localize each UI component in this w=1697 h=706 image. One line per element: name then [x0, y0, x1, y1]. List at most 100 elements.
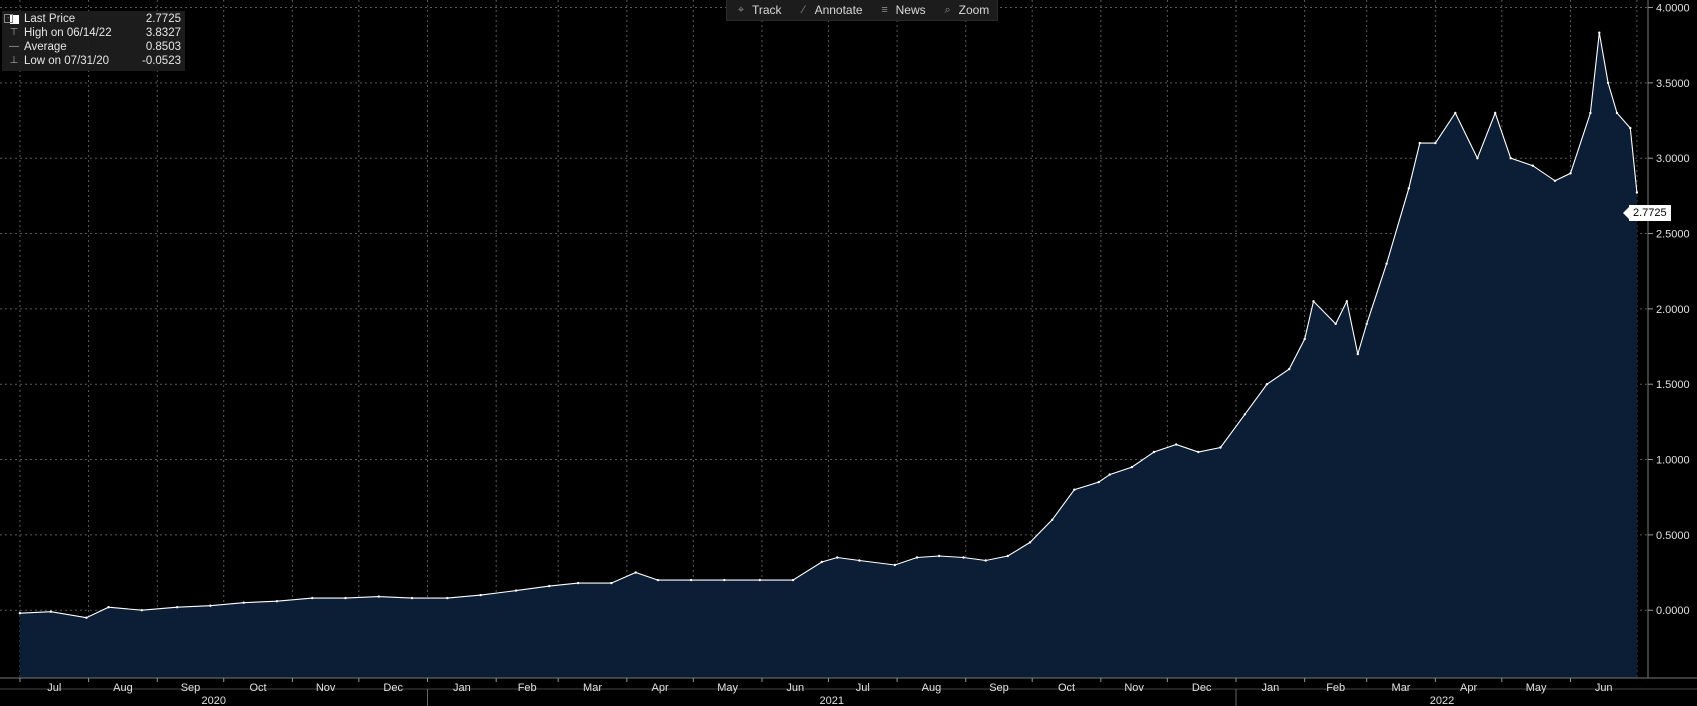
y-tick-label: 1.5000 — [1656, 379, 1690, 391]
price-point — [791, 578, 795, 582]
price-point — [576, 581, 580, 585]
year-label: 2020 — [202, 695, 226, 706]
y-tick-label: 1.0000 — [1656, 455, 1690, 467]
price-point — [176, 606, 179, 609]
price-point — [548, 584, 551, 588]
price-point — [1219, 446, 1222, 449]
x-tick-label: Nov — [1124, 682, 1144, 694]
price-point — [1051, 518, 1054, 521]
low-marker-icon: ⊥ — [9, 55, 19, 66]
price-point — [1589, 111, 1592, 115]
y-tick-label: 0.5000 — [1656, 530, 1690, 542]
price-point — [1197, 450, 1200, 454]
price-point — [1476, 157, 1479, 160]
annotate-button[interactable]: ∕ Annotate — [790, 0, 871, 20]
price-point — [242, 601, 245, 604]
price-point — [1569, 172, 1572, 175]
price-point — [820, 560, 823, 564]
x-tick-label: Jul — [47, 682, 61, 694]
price-line — [19, 32, 1638, 619]
price-point — [1434, 141, 1437, 145]
year-label: 2021 — [820, 695, 844, 706]
x-tick-label: Aug — [922, 682, 942, 694]
legend-value: 2.7725 — [145, 13, 181, 25]
average-marker-icon: — — [9, 41, 19, 52]
price-point — [1494, 111, 1497, 115]
x-tick-label: Oct — [1058, 682, 1075, 694]
price-point — [1028, 541, 1032, 544]
x-tick-label: Sep — [181, 682, 201, 694]
x-tick-label: Sep — [989, 682, 1009, 694]
price-point — [1130, 465, 1134, 469]
chart-legend: Last Price 2.7725 ⊤ High on 06/14/22 3.8… — [2, 11, 185, 71]
legend-value: 3.8327 — [145, 27, 181, 39]
price-point — [634, 571, 637, 574]
price-point — [311, 596, 314, 600]
x-tick-label: Jun — [786, 682, 804, 694]
price-point — [1073, 488, 1076, 491]
price-point — [209, 604, 212, 607]
x-tick-label: Mar — [583, 682, 602, 694]
legend-label: Low on 07/31/20 — [24, 55, 110, 67]
legend-row-low: ⊥ Low on 07/31/20 -0.0523 — [4, 54, 181, 68]
price-point — [1598, 31, 1601, 34]
price-point — [1356, 352, 1360, 356]
price-point — [1553, 179, 1557, 182]
legend-collapse-icon[interactable]: - — [4, 14, 13, 23]
x-tick-label: Aug — [113, 682, 133, 694]
zoom-button[interactable]: ⌕ Zoom — [934, 0, 998, 20]
crosshair-icon: ⌖ — [737, 3, 745, 16]
x-tick-label: Jun — [1595, 682, 1613, 694]
legend-value: -0.0523 — [141, 55, 181, 67]
price-point — [1615, 111, 1619, 115]
y-tick-label: 0.0000 — [1656, 605, 1690, 617]
annotate-label: Annotate — [814, 3, 863, 17]
price-point — [1365, 322, 1368, 326]
price-point — [85, 616, 88, 619]
price-point — [1334, 322, 1337, 326]
price-point — [723, 578, 726, 582]
price-point — [1312, 300, 1315, 303]
x-tick-label: Oct — [249, 682, 266, 694]
price-point — [514, 589, 518, 592]
legend-label: Average — [24, 41, 67, 53]
x-tick-label: Feb — [518, 682, 537, 694]
price-point — [1606, 81, 1610, 85]
price-point — [1006, 554, 1009, 558]
x-tick-label: May — [717, 682, 738, 694]
price-point — [410, 596, 414, 600]
legend-value: 0.8503 — [145, 41, 181, 53]
chart-toolbar: ⌖ Track ∕ Annotate ≡ News ⌕ Zoom — [726, 0, 999, 21]
price-point — [140, 609, 143, 612]
x-tick-label: Mar — [1392, 682, 1411, 694]
price-area — [19, 32, 1637, 678]
price-point — [18, 612, 22, 615]
news-button[interactable]: ≡ News — [871, 0, 934, 20]
pencil-icon: ∕ — [802, 4, 805, 16]
y-tick-label: 2.5000 — [1656, 229, 1690, 241]
magnifier-icon: ⌕ — [944, 3, 951, 16]
price-point — [758, 578, 761, 582]
price-point — [1345, 300, 1349, 303]
price-point — [984, 559, 987, 562]
x-tick-label: Jan — [1261, 682, 1279, 694]
price-point — [1288, 367, 1291, 371]
price-point — [377, 595, 380, 598]
price-point — [446, 596, 449, 600]
x-tick-label: May — [1526, 682, 1547, 694]
x-tick-label: Feb — [1326, 682, 1345, 694]
x-tick-label: Jul — [856, 682, 870, 694]
price-point — [893, 563, 897, 567]
price-point — [1407, 187, 1411, 190]
x-tick-label: Apr — [1460, 682, 1477, 694]
x-tick-label: Nov — [316, 682, 336, 694]
legend-row-last-price[interactable]: Last Price 2.7725 — [4, 12, 181, 26]
price-point — [1243, 413, 1247, 416]
news-icon: ≡ — [881, 4, 888, 16]
x-tick-label: Dec — [1192, 682, 1212, 694]
price-point — [107, 606, 110, 609]
price-point — [1509, 157, 1512, 160]
legend-row-average: — Average 0.8503 — [4, 40, 181, 54]
track-button[interactable]: ⌖ Track — [727, 0, 790, 20]
